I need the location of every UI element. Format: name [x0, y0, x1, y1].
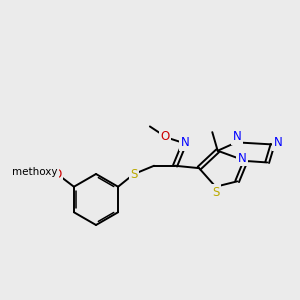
Text: S: S — [212, 186, 220, 199]
Text: O: O — [53, 168, 62, 181]
Text: N: N — [232, 130, 241, 143]
Text: N: N — [181, 136, 189, 149]
Text: methoxy: methoxy — [13, 167, 58, 177]
Text: N: N — [274, 136, 282, 149]
Text: O: O — [160, 130, 170, 143]
Text: N: N — [238, 152, 246, 165]
Text: S: S — [130, 168, 137, 181]
